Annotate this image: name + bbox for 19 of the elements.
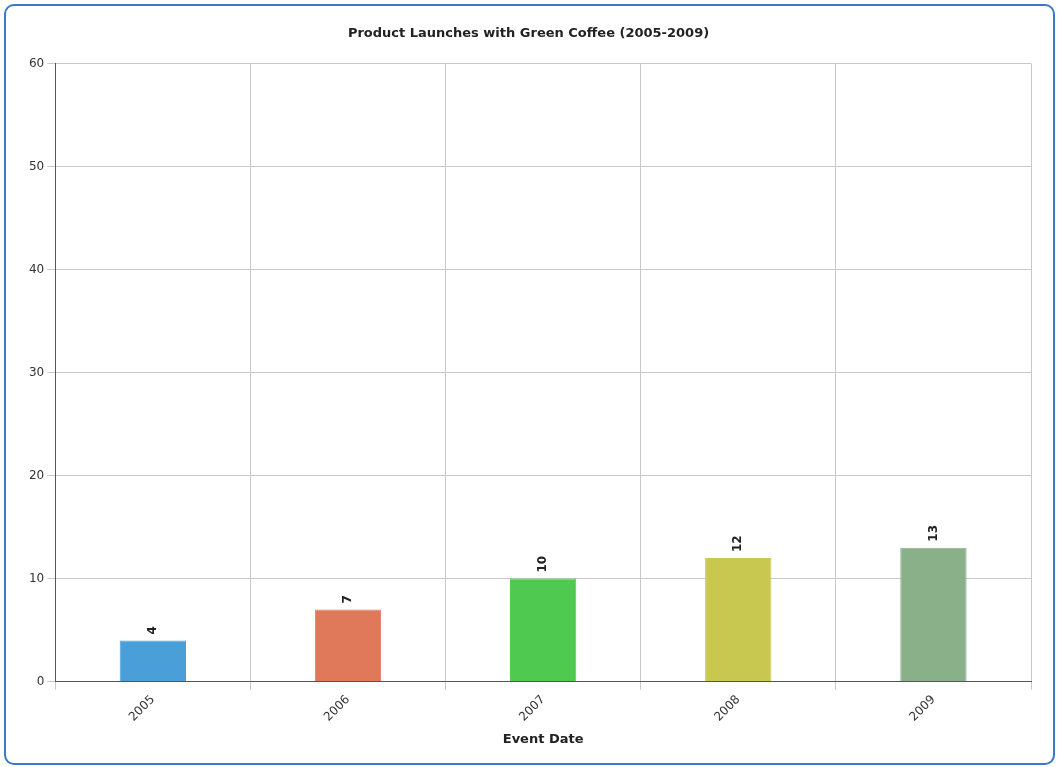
data-label: 12 xyxy=(730,535,745,553)
bar xyxy=(314,609,382,682)
bar xyxy=(509,578,577,682)
bar xyxy=(119,640,187,682)
bar xyxy=(705,558,772,682)
y-tick-label: 60 xyxy=(28,55,45,70)
x-axis-title: Event Date xyxy=(502,730,584,746)
data-label: 4 xyxy=(144,626,159,635)
y-tick-label: 10 xyxy=(28,570,45,585)
y-tick-label: 40 xyxy=(28,261,45,276)
bar xyxy=(900,547,967,682)
data-label: 13 xyxy=(925,525,940,542)
data-label: 10 xyxy=(535,555,550,573)
y-tick-label: 50 xyxy=(28,158,45,173)
y-tick-label: 30 xyxy=(28,364,45,379)
chart-title: Product Launches with Green Coffee (2005-2009) xyxy=(347,25,710,41)
y-tick-label: 20 xyxy=(28,467,45,482)
y-tick-label: 0 xyxy=(36,673,45,688)
data-label: 7 xyxy=(340,595,355,604)
